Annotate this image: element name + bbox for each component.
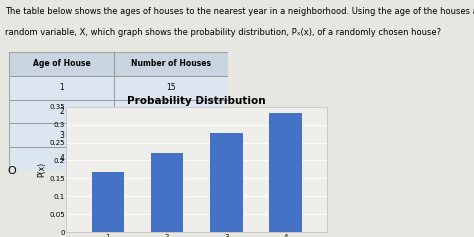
Title: Probability Distribution: Probability Distribution bbox=[128, 96, 266, 106]
FancyBboxPatch shape bbox=[9, 52, 114, 76]
Text: 20: 20 bbox=[166, 107, 175, 116]
FancyBboxPatch shape bbox=[114, 100, 228, 123]
Text: Number of Houses: Number of Houses bbox=[131, 59, 210, 68]
Text: random variable, X, which graph shows the probability distribution, Pₓ(x), of a : random variable, X, which graph shows th… bbox=[5, 28, 441, 37]
FancyBboxPatch shape bbox=[114, 52, 228, 76]
FancyBboxPatch shape bbox=[114, 147, 228, 171]
Text: Age of House: Age of House bbox=[33, 59, 91, 68]
Text: 1: 1 bbox=[59, 83, 64, 92]
Bar bbox=[91, 173, 124, 232]
FancyBboxPatch shape bbox=[9, 76, 114, 100]
Text: 3: 3 bbox=[59, 131, 64, 140]
Bar bbox=[151, 152, 183, 232]
FancyBboxPatch shape bbox=[114, 123, 228, 147]
Text: 30: 30 bbox=[166, 154, 175, 163]
Text: 25: 25 bbox=[166, 131, 175, 140]
Y-axis label: P(x): P(x) bbox=[37, 162, 46, 177]
Bar bbox=[269, 113, 302, 232]
Text: The table below shows the ages of houses to the nearest year in a neighborhood. : The table below shows the ages of houses… bbox=[5, 7, 474, 16]
FancyBboxPatch shape bbox=[9, 147, 114, 171]
FancyBboxPatch shape bbox=[9, 100, 114, 123]
Text: 4: 4 bbox=[59, 154, 64, 163]
FancyBboxPatch shape bbox=[9, 123, 114, 147]
Text: 15: 15 bbox=[166, 83, 175, 92]
Text: O: O bbox=[8, 166, 16, 176]
FancyBboxPatch shape bbox=[114, 76, 228, 100]
Bar bbox=[210, 132, 243, 232]
Text: 2: 2 bbox=[59, 107, 64, 116]
